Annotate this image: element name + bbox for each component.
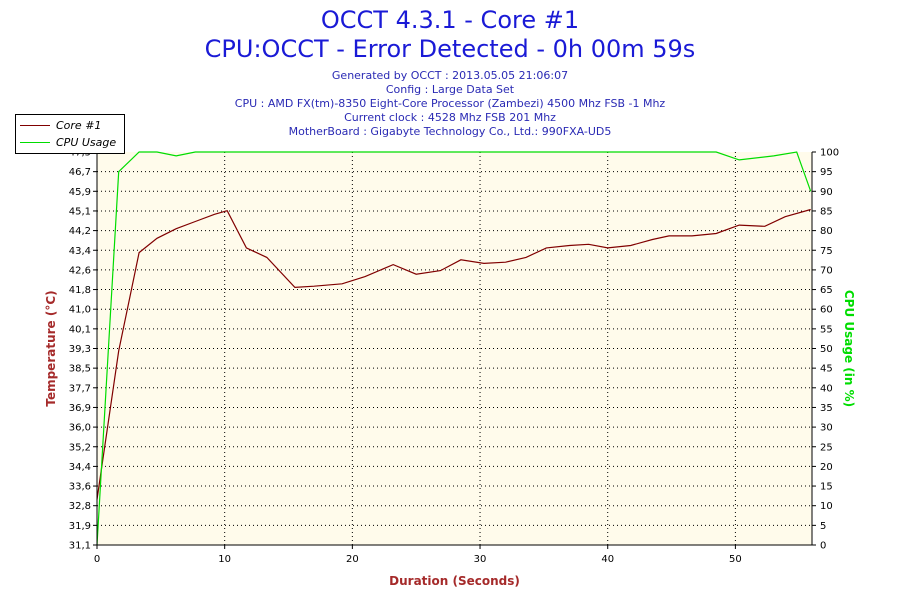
legend-swatch-core1 bbox=[20, 124, 50, 126]
x-tick-label: 10 bbox=[218, 554, 231, 565]
x-tick-label: 50 bbox=[729, 554, 742, 565]
generated-info: Generated by OCCT : 2013.05.05 21:06:07 bbox=[331, 69, 569, 82]
cpu-info: CPU : AMD FX(tm)-8350 Eight-Core Process… bbox=[234, 97, 666, 110]
y2-axis-title: CPU Usage (in %) bbox=[842, 290, 856, 407]
y-tick-label: 41,0 bbox=[69, 305, 91, 316]
y-tick-label: 41,8 bbox=[69, 285, 91, 296]
y2-tick-label: 85 bbox=[820, 206, 833, 217]
chart-title: OCCT 4.3.1 - Core #1 bbox=[320, 6, 580, 34]
series-line-cpu-usage bbox=[96, 151, 812, 546]
motherboard-info: MotherBoard : Gigabyte Technology Co., L… bbox=[288, 125, 612, 138]
y-tick-label: 45,9 bbox=[69, 187, 91, 198]
y2-tick-label: 10 bbox=[820, 501, 833, 512]
y-tick-label: 38,5 bbox=[69, 364, 91, 375]
y2-tick-label: 90 bbox=[820, 187, 833, 198]
y2-tick-label: 65 bbox=[820, 285, 833, 296]
y2-tick-label: 30 bbox=[820, 423, 833, 434]
y2-tick-label: 60 bbox=[820, 305, 833, 316]
y-tick-label: 42,6 bbox=[69, 265, 91, 276]
plot-area bbox=[97, 152, 812, 545]
y-tick-label: 46,7 bbox=[69, 167, 91, 178]
y2-tick-label: 15 bbox=[820, 482, 833, 493]
y-tick-label: 39,3 bbox=[69, 344, 91, 355]
x-axis-title: Duration (Seconds) bbox=[389, 574, 520, 588]
clock-info: Current clock : 4528 Mhz FSB 201 Mhz bbox=[344, 111, 556, 124]
y2-tick-label: 75 bbox=[820, 246, 833, 257]
y2-tick-label: 0 bbox=[820, 541, 826, 552]
legend: Core #1 CPU Usage bbox=[15, 114, 125, 154]
legend-item-cpu-usage: CPU Usage bbox=[20, 134, 116, 150]
x-tick-label: 30 bbox=[474, 554, 487, 565]
legend-swatch-cpu-usage bbox=[20, 141, 50, 143]
y2-tick-label: 20 bbox=[820, 462, 833, 473]
y2-tick-label: 25 bbox=[820, 442, 833, 453]
y-tick-label: 33,6 bbox=[69, 482, 91, 493]
x-tick-label: 40 bbox=[601, 554, 614, 565]
y-tick-label: 35,2 bbox=[69, 442, 91, 453]
legend-label-cpu-usage: CPU Usage bbox=[56, 135, 117, 149]
y2-tick-label: 80 bbox=[820, 226, 833, 237]
y2-tick-label: 35 bbox=[820, 403, 833, 414]
y-tick-label: 31,1 bbox=[69, 541, 91, 552]
y2-tick-label: 5 bbox=[820, 521, 826, 532]
y2-tick-label: 40 bbox=[820, 383, 833, 394]
y2-tick-label: 70 bbox=[820, 265, 833, 276]
y2-tick-label: 45 bbox=[820, 364, 833, 375]
y-tick-label: 36,9 bbox=[69, 403, 91, 414]
y-tick-label: 31,9 bbox=[69, 521, 91, 532]
y2-tick-label: 50 bbox=[820, 344, 833, 355]
y-tick-label: 37,7 bbox=[69, 383, 91, 394]
y2-tick-label: 95 bbox=[820, 167, 833, 178]
series-line-core1 bbox=[96, 208, 811, 500]
y2-tick-label: 55 bbox=[820, 324, 833, 335]
x-tick-label: 20 bbox=[346, 554, 359, 565]
legend-label-core1: Core #1 bbox=[56, 118, 102, 132]
chart-subtitle: CPU:OCCT - Error Detected - 0h 00m 59s bbox=[204, 35, 696, 63]
y-tick-label: 43,4 bbox=[69, 246, 91, 257]
y2-tick-label: 100 bbox=[820, 148, 839, 159]
y-tick-label: 40,1 bbox=[69, 324, 91, 335]
config-info: Config : Large Data Set bbox=[385, 83, 515, 96]
y-tick-label: 34,4 bbox=[69, 462, 91, 473]
y-tick-label: 45,1 bbox=[69, 206, 91, 217]
y-tick-label: 32,8 bbox=[69, 501, 91, 512]
x-tick-label: 0 bbox=[94, 554, 100, 565]
y-tick-label: 36,0 bbox=[69, 423, 91, 434]
legend-item-core1: Core #1 bbox=[20, 117, 101, 133]
y-tick-label: 44,2 bbox=[69, 226, 91, 237]
y-axis-title: Temperature (°C) bbox=[44, 290, 58, 406]
